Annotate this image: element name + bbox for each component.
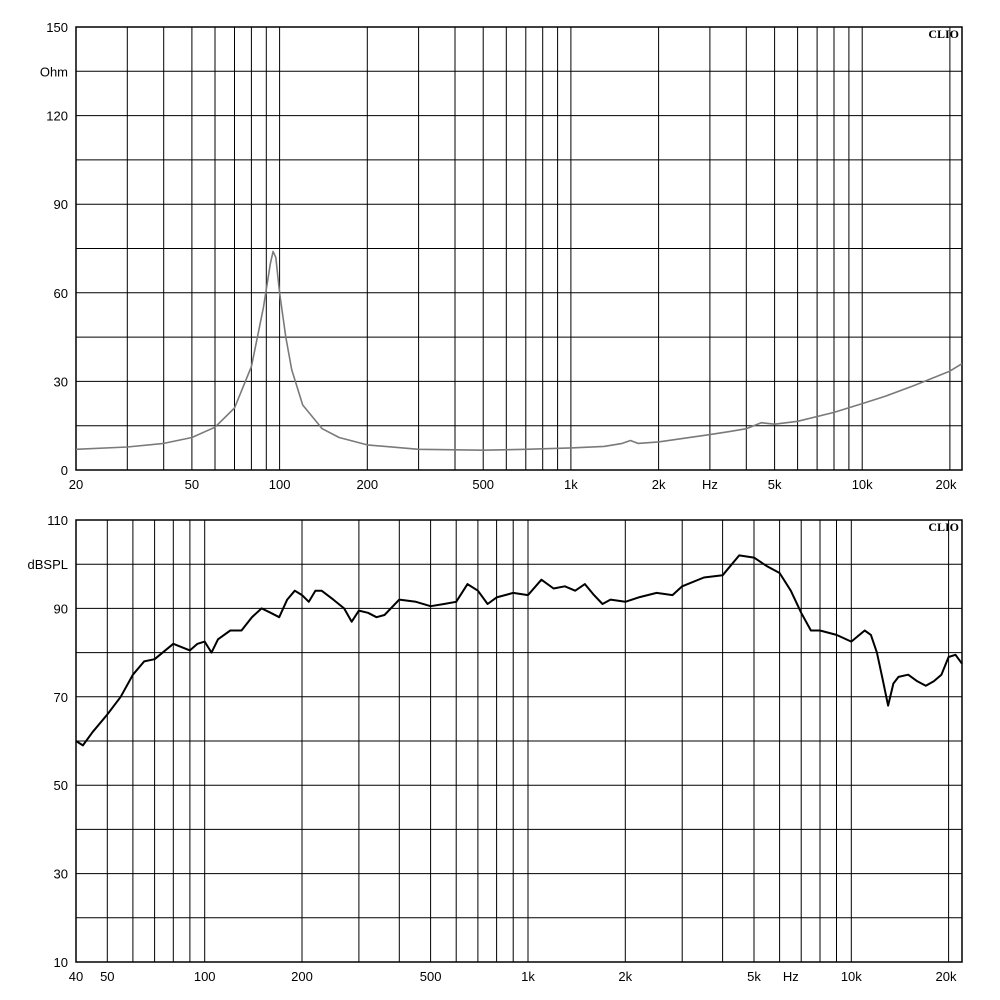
x-tick-label: 200	[291, 969, 313, 984]
y-tick-label: 110	[47, 513, 68, 528]
y-axis-ticks: 10 30 50 70 90 110	[47, 513, 68, 970]
x-axis-ticks: 40 50 100 200 500 1k 2k 5k 10k 20k	[69, 969, 957, 984]
brand-label: CLIO	[928, 520, 959, 534]
y-tick-label: 70	[54, 690, 68, 705]
series-line	[75, 554, 963, 747]
series-line	[75, 250, 963, 452]
x-tick-label: 500	[472, 477, 494, 492]
y-axis-label: Ohm	[40, 64, 68, 79]
x-tick-label: 100	[194, 969, 216, 984]
x-tick-label: 10k	[841, 969, 862, 984]
brand-label: CLIO	[928, 27, 959, 41]
x-tick-label: 1k	[564, 477, 578, 492]
x-tick-label: 5k	[768, 477, 782, 492]
x-tick-label: 5k	[747, 969, 761, 984]
y-axis-ticks: 0 30 60 90 120 150	[46, 20, 68, 478]
x-tick-label: 100	[269, 477, 291, 492]
x-tick-label: 20	[69, 477, 83, 492]
y-axis-label: dBSPL	[28, 557, 68, 572]
grid	[76, 27, 962, 470]
x-tick-label: 1k	[521, 969, 535, 984]
grid	[76, 520, 962, 962]
y-tick-label: 150	[46, 20, 68, 35]
x-tick-label: 500	[420, 969, 442, 984]
x-axis-unit: Hz	[783, 969, 799, 984]
x-tick-label: 40	[69, 969, 83, 984]
y-tick-label: 10	[54, 955, 68, 970]
spl-chart: 10 30 50 70 90 110 dBSPL 40 50 100 200 500 1k 2k 5k 10k…	[28, 513, 963, 984]
y-tick-label: 90	[54, 197, 68, 212]
x-tick-label: 50	[100, 969, 114, 984]
y-tick-label: 0	[61, 463, 68, 478]
y-tick-label: 60	[54, 286, 68, 301]
y-tick-label: 30	[54, 374, 68, 389]
x-tick-label: 200	[356, 477, 378, 492]
x-tick-label: 2k	[652, 477, 666, 492]
x-tick-label: 20k	[936, 969, 957, 984]
y-tick-label: 90	[54, 601, 68, 616]
x-tick-label: 10k	[852, 477, 873, 492]
x-axis-ticks: 20 50 100 200 500 1k 2k 5k 10k 20k	[69, 477, 957, 492]
x-tick-label: 50	[185, 477, 199, 492]
x-axis-unit: Hz	[702, 477, 718, 492]
y-tick-label: 120	[46, 109, 68, 124]
plot-frame	[75, 26, 963, 471]
y-tick-label: 30	[54, 867, 68, 882]
y-tick-label: 50	[54, 778, 68, 793]
x-tick-label: 20k	[936, 477, 957, 492]
x-tick-label: 2k	[618, 969, 632, 984]
